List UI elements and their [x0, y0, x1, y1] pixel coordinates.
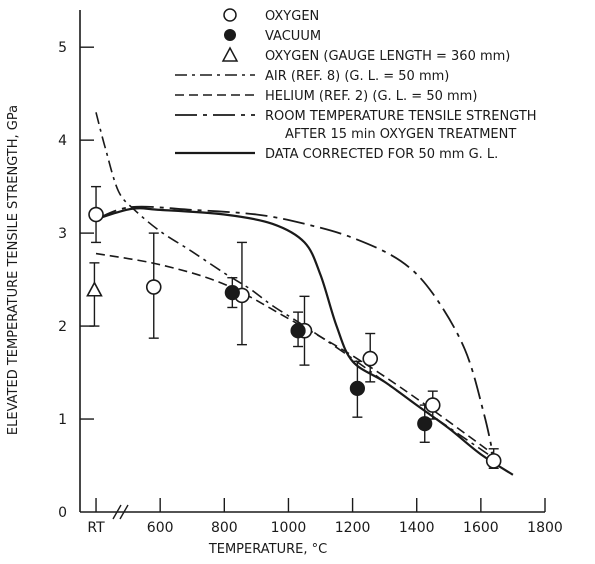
y-axis-label: ELEVATED TEMPERATURE TENSILE STRENGTH, G… [6, 105, 21, 435]
legend-label: VACUUM [265, 29, 321, 44]
y-tick-label: 4 [58, 133, 67, 149]
series-line-solid [95, 207, 514, 476]
oxygen-point [145, 279, 162, 295]
x-tick-label: 1600 [463, 520, 499, 536]
legend: OXYGEN VACUUM OXYGEN (GAUGE LENGTH = 360 m… [175, 8, 537, 162]
x-tick-label: 1200 [335, 520, 371, 536]
markers [86, 206, 502, 469]
oxygen-gl360-point [86, 281, 103, 297]
x-tick-label: 1400 [399, 520, 435, 536]
legend-filled-circle-icon [224, 29, 236, 41]
legend-item: HELIUM (REF. 2) (G. L. = 50 mm) [175, 89, 477, 104]
x-tick-label: RT [87, 520, 105, 536]
y-tick-label: 3 [58, 226, 67, 242]
legend-item: VACUUM [224, 29, 321, 44]
x-tick-label: 1000 [271, 520, 307, 536]
y-ticks: 0 1 2 3 4 5 [58, 40, 94, 521]
y-tick-label: 0 [58, 505, 67, 521]
y-tick-label: 5 [58, 40, 67, 56]
legend-item: OXYGEN (GAUGE LENGTH = 360 mm) [221, 46, 510, 64]
chart-axes [79, 10, 545, 520]
legend-label: OXYGEN [265, 9, 319, 24]
vacuum-point [290, 323, 306, 339]
legend-label: DATA CORRECTED FOR 50 mm G. L. [265, 147, 498, 162]
legend-item: ROOM TEMPERATURE TENSILE STRENGTH AFTER 1… [175, 109, 537, 142]
oxygen-point [485, 453, 502, 469]
legend-label: ROOM TEMPERATURE TENSILE STRENGTH [265, 109, 537, 124]
axis-break-mark [112, 504, 122, 520]
x-ticks: RT 600 800 1000 1200 1400 1600 1800 [87, 498, 563, 536]
series-line-dashed [95, 252, 495, 456]
x-axis-break [112, 504, 129, 520]
y-tick-label: 1 [58, 412, 67, 428]
legend-item: DATA CORRECTED FOR 50 mm G. L. [175, 147, 498, 162]
x-tick-label: 1800 [527, 520, 563, 536]
legend-label: AIR (REF. 8) (G. L. = 50 mm) [265, 69, 449, 84]
x-tick-label: 800 [211, 520, 238, 536]
series-line-long-dash-dot [95, 205, 495, 459]
legend-label-continued: AFTER 15 min OXYGEN TREATMENT [285, 127, 516, 142]
legend-item: OXYGEN [223, 8, 319, 24]
y-tick-label: 2 [58, 319, 67, 335]
oxygen-point [362, 350, 379, 367]
vacuum-point [224, 285, 240, 301]
legend-label: OXYGEN (GAUGE LENGTH = 360 mm) [265, 49, 510, 64]
oxygen-point [88, 206, 104, 223]
vacuum-point [349, 380, 365, 396]
legend-open-circle-icon [223, 8, 237, 22]
legend-label: HELIUM (REF. 2) (G. L. = 50 mm) [265, 89, 477, 104]
axis-break-mark [119, 504, 129, 520]
vacuum-point [417, 416, 433, 432]
curves [95, 112, 514, 476]
x-axis-label: TEMPERATURE, °C [208, 542, 327, 557]
x-tick-label: 600 [147, 520, 174, 536]
series-line-dash-dot [95, 112, 495, 459]
oxygen-point [424, 397, 441, 413]
legend-triangle-icon [221, 46, 239, 62]
legend-item: AIR (REF. 8) (G. L. = 50 mm) [175, 69, 449, 84]
